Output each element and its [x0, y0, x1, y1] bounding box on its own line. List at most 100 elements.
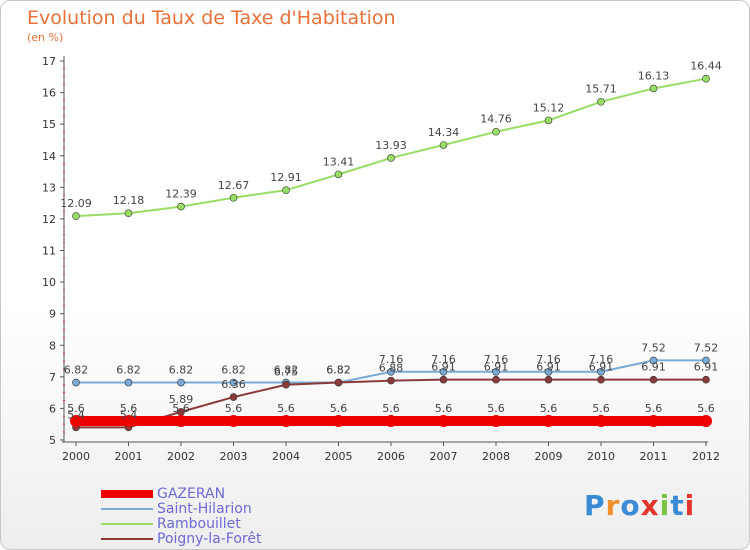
data-point	[649, 84, 658, 93]
data-label: 5.6	[697, 402, 715, 415]
data-label: 5.6	[435, 402, 453, 415]
data-label: 5.6	[330, 402, 348, 415]
data-label: 6.82	[64, 364, 89, 377]
data-point	[177, 202, 185, 211]
data-point	[649, 356, 658, 365]
data-point	[387, 154, 395, 162]
data-point	[542, 415, 555, 428]
data-label: 12.91	[270, 171, 302, 184]
data-label: 7.16	[484, 353, 509, 366]
data-label: 6.88	[379, 362, 404, 375]
data-label: 5.6	[645, 402, 663, 415]
data-label: 15.71	[585, 83, 617, 96]
logo-letter: i	[684, 489, 696, 522]
legend-swatch	[101, 522, 153, 525]
proxiti-logo: Proxiti	[584, 489, 695, 522]
y-tick-label: 9	[49, 308, 56, 321]
x-tick-label: 2002	[167, 450, 195, 463]
data-label: 14.34	[428, 126, 460, 139]
legend-item: Rambouillet	[101, 515, 261, 532]
data-label: 5.6	[67, 402, 85, 415]
data-label: 15.12	[533, 101, 565, 114]
y-tick-label: 10	[42, 276, 56, 289]
x-tick-label: 2000	[62, 450, 90, 463]
data-label: 5.89	[169, 393, 194, 406]
data-point	[229, 378, 238, 387]
y-tick-label: 7	[49, 371, 56, 384]
data-point	[229, 193, 238, 202]
data-label: 5.4	[67, 408, 85, 421]
x-tick-label: 2001	[115, 450, 143, 463]
legend-label: Poigny-la-Forêt	[157, 530, 262, 547]
data-point	[334, 378, 343, 387]
data-label: 5.4	[120, 408, 138, 421]
data-point	[597, 367, 605, 376]
data-point	[544, 367, 553, 376]
logo-letter: r	[605, 489, 621, 522]
data-label: 12.09	[60, 197, 92, 210]
data-label: 5.6	[382, 402, 400, 415]
y-tick-label: 13	[42, 181, 56, 194]
data-label: 6.91	[536, 361, 561, 374]
data-label: 6.91	[484, 361, 509, 374]
data-point	[649, 375, 658, 384]
data-point	[385, 415, 397, 428]
data-label: 6.91	[641, 361, 666, 374]
data-point	[439, 375, 448, 384]
data-point	[597, 97, 605, 106]
data-point	[387, 367, 395, 376]
y-tick-label: 12	[42, 213, 56, 226]
data-point	[229, 393, 238, 401]
data-label: 6.82	[169, 364, 194, 377]
data-point	[490, 415, 502, 428]
legend-label: Rambouillet	[157, 515, 241, 532]
legend-swatch	[101, 507, 153, 510]
y-tick-label: 6	[49, 402, 56, 415]
data-point	[595, 415, 607, 428]
data-label: 7.16	[379, 353, 404, 366]
data-point	[544, 375, 553, 384]
data-label: 6.82	[326, 364, 351, 377]
data-label: 7.52	[694, 341, 719, 354]
data-label: 14.76	[480, 113, 512, 126]
legend-label: GAZERAN	[157, 485, 226, 502]
data-point	[702, 74, 710, 83]
y-tick-label: 8	[49, 339, 56, 352]
data-label: 13.93	[375, 139, 407, 152]
data-point	[702, 375, 710, 384]
data-label: 7.16	[589, 353, 614, 366]
chart-title: Evolution du Taux de Taxe d'Habitation	[27, 7, 396, 29]
legend-label: Saint-Hilarion	[157, 500, 252, 517]
data-point	[70, 415, 82, 428]
data-point	[332, 415, 345, 428]
x-tick-label: 2008	[482, 450, 510, 463]
data-point	[647, 415, 660, 428]
x-tick-label: 2011	[640, 450, 668, 463]
data-point	[227, 415, 240, 428]
data-label: 6.82	[221, 364, 246, 377]
data-point	[122, 415, 135, 428]
logo-letter: t	[670, 489, 685, 522]
data-point	[700, 415, 712, 428]
data-point	[492, 127, 500, 136]
data-label: 6.82	[116, 364, 141, 377]
data-label: 12.18	[113, 194, 145, 207]
legend-swatch	[101, 537, 153, 540]
data-label: 6.82	[326, 364, 351, 377]
legend-item: Poigny-la-Forêt	[101, 530, 262, 547]
data-point	[72, 378, 80, 387]
data-label: 6.91	[589, 361, 614, 374]
x-tick-label: 2004	[272, 450, 300, 463]
data-point	[492, 367, 500, 376]
data-label: 5.6	[120, 402, 138, 415]
data-point	[437, 415, 450, 428]
data-label: 7.52	[641, 341, 666, 354]
data-label: 6.91	[431, 361, 456, 374]
x-tick-label: 2009	[535, 450, 563, 463]
data-label: 13.41	[323, 155, 355, 168]
y-tick-label: 16	[42, 87, 56, 100]
legend-item: GAZERAN	[101, 485, 261, 502]
data-point	[282, 380, 290, 389]
